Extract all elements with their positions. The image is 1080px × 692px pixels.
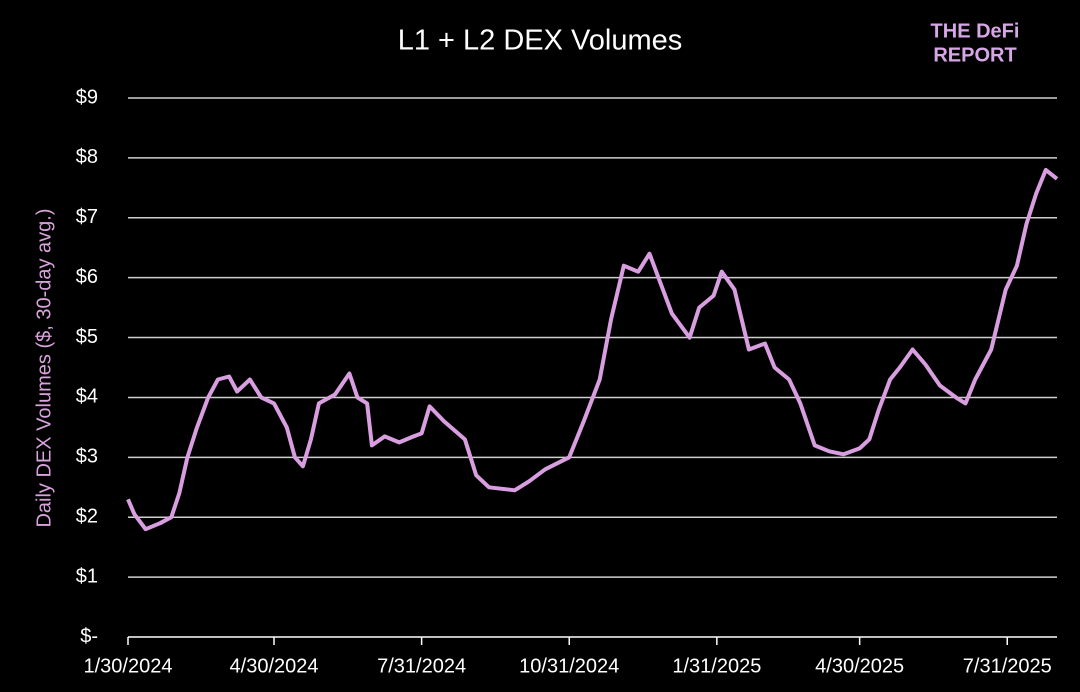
- y-tick-label: $1: [76, 565, 98, 587]
- y-tick-label: $8: [76, 146, 98, 168]
- x-tick-label: 1/30/2024: [84, 655, 173, 677]
- x-tick-label: 7/31/2025: [963, 655, 1052, 677]
- brand-line-2: REPORT: [933, 44, 1016, 66]
- y-tick-label: $4: [76, 386, 98, 408]
- series-line: [126, 167, 1059, 532]
- x-tick-label: 10/31/2024: [519, 655, 619, 677]
- chart-title: L1 + L2 DEX Volumes: [398, 25, 683, 57]
- y-axis-label: Daily DEX Volumes ($, 30-day avg.): [33, 208, 55, 527]
- x-tick-label: 7/31/2024: [377, 655, 466, 677]
- y-tick-label: $2: [76, 506, 98, 528]
- y-tick-label: $9: [76, 86, 98, 108]
- x-tick-label: 1/31/2025: [672, 655, 761, 677]
- x-tick-label: 4/30/2024: [230, 655, 319, 677]
- x-tick-label: 4/30/2025: [815, 655, 904, 677]
- y-tick-label: $6: [76, 266, 98, 288]
- y-tick-label: $3: [76, 446, 98, 468]
- brand-line-1: THE DeFi: [931, 20, 1020, 42]
- y-tick-label: $5: [76, 326, 98, 348]
- y-tick-label: $-: [80, 625, 98, 647]
- y-tick-label: $7: [76, 206, 98, 228]
